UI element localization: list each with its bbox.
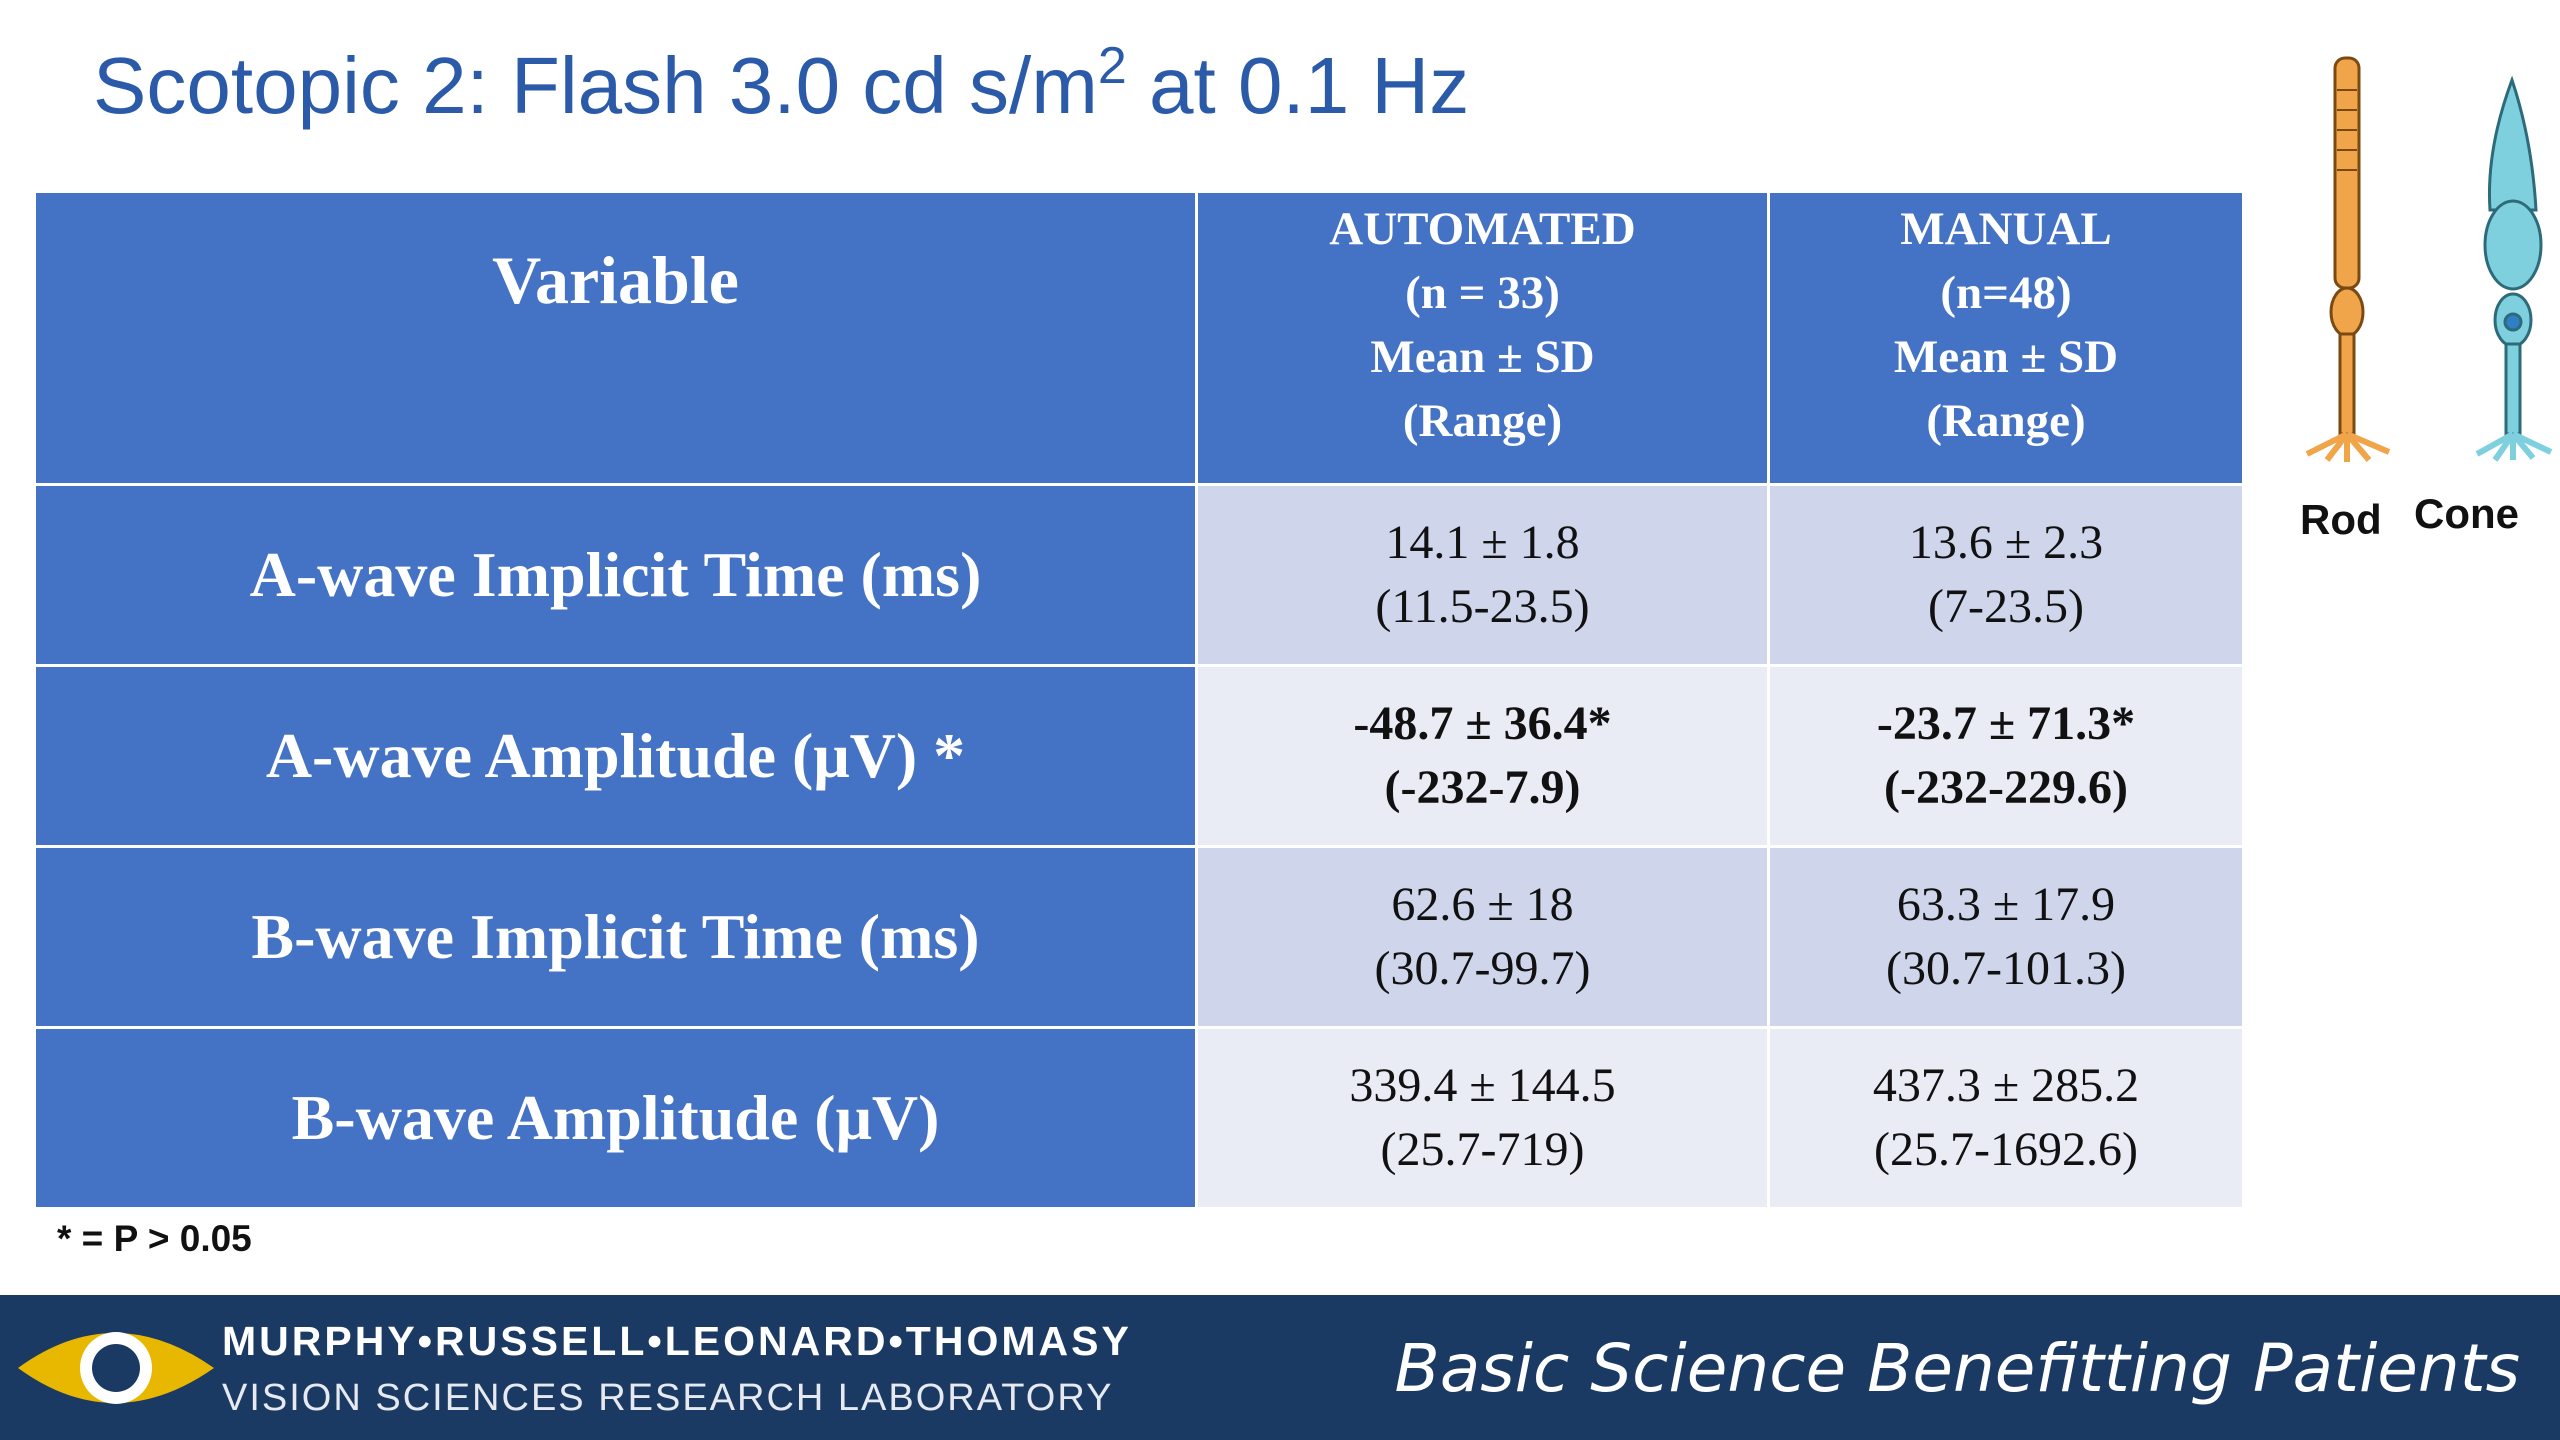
- data-cell: 339.4 ± 144.5 (25.7-719): [1198, 1029, 1767, 1207]
- footer-band: [0, 1295, 2560, 1440]
- rod-label: Rod: [2300, 496, 2382, 543]
- footnote: * = P > 0.05: [57, 1218, 252, 1259]
- column-header-line: (n = 33): [1405, 267, 1560, 319]
- header-variable: Variable: [36, 193, 1195, 483]
- range: (-232-7.9): [1384, 761, 1581, 814]
- photoreceptor-illustration: [2305, 56, 2553, 462]
- lab-name: MURPHY•RUSSELL•LEONARD•THOMASY: [222, 1318, 1132, 1364]
- range: (25.7-719): [1380, 1123, 1585, 1176]
- slide-title: Scotopic 2: Flash 3.0 cd s/m2 at 0.1 Hz: [93, 40, 1469, 132]
- mean-sd: -23.7 ± 71.3*: [1876, 697, 2136, 750]
- results-table: Variable AUTOMATED (n = 33) Mean ± SD (Range…: [36, 193, 2242, 1207]
- range: (11.5-23.5): [1375, 580, 1590, 633]
- lab-subtitle: VISION SCIENCES RESEARCH LABORATORY: [222, 1377, 1114, 1419]
- title-superscript: 2: [1097, 37, 1127, 95]
- data-cell: 14.1 ± 1.8 (11.5-23.5): [1198, 486, 1767, 664]
- title-suffix: at 0.1 Hz: [1126, 41, 1470, 130]
- column-header-line: Mean ± SD: [1370, 331, 1595, 383]
- mean-sd: 437.3 ± 285.2: [1872, 1059, 2140, 1112]
- row-label: A-wave Amplitude (μV) *: [36, 667, 1195, 845]
- cone-cell: [2475, 75, 2553, 462]
- range: (7-23.5): [1928, 580, 2084, 633]
- column-header: AUTOMATED (n = 33) Mean ± SD (Range): [1198, 193, 1767, 483]
- mean-sd: 339.4 ± 144.5: [1349, 1059, 1616, 1112]
- range: (30.7-101.3): [1886, 942, 2126, 995]
- column-header-line: (Range): [1402, 395, 1563, 447]
- mean-sd: 14.1 ± 1.8: [1385, 516, 1580, 569]
- rod-cell: [2305, 56, 2391, 462]
- column-header-line: Mean ± SD: [1893, 331, 2119, 383]
- mean-sd: -48.7 ± 36.4*: [1353, 697, 1612, 750]
- row-label: A-wave Implicit Time (ms): [36, 486, 1195, 664]
- row-label: B-wave Implicit Time (ms): [36, 848, 1195, 1026]
- range: (30.7-99.7): [1374, 942, 1591, 995]
- range: (-232-229.6): [1884, 761, 2128, 814]
- column-header-line: AUTOMATED: [1329, 203, 1636, 255]
- cone-label: Cone: [2414, 490, 2519, 537]
- mean-sd: 62.6 ± 18: [1391, 878, 1574, 931]
- data-cell: 62.6 ± 18 (30.7-99.7): [1198, 848, 1767, 1026]
- column-header-line: (Range): [1926, 395, 2086, 447]
- data-cell: 13.6 ± 2.3 (7-23.5): [1770, 486, 2242, 664]
- mean-sd: 13.6 ± 2.3: [1908, 516, 2104, 569]
- eye-logo: [18, 1332, 214, 1404]
- data-cell: -48.7 ± 36.4* (-232-7.9): [1198, 667, 1767, 845]
- data-cell: 437.3 ± 285.2 (25.7-1692.6): [1770, 1029, 2242, 1207]
- column-header-line: (n=48): [1940, 267, 2072, 319]
- data-cell: 63.3 ± 17.9 (30.7-101.3): [1770, 848, 2242, 1026]
- column-header-line: MANUAL: [1900, 203, 2112, 255]
- slogan: Basic Science Benefitting Patients: [1394, 1330, 2520, 1407]
- range: (25.7-1692.6): [1874, 1123, 2138, 1176]
- column-header: MANUAL (n=48) Mean ± SD (Range): [1770, 193, 2242, 483]
- title-text: Scotopic 2: Flash 3.0 cd s/m: [93, 41, 1098, 130]
- data-cell: -23.7 ± 71.3* (-232-229.6): [1770, 667, 2242, 845]
- row-label: B-wave Amplitude (μV): [36, 1029, 1195, 1207]
- mean-sd: 63.3 ± 17.9: [1896, 878, 2116, 931]
